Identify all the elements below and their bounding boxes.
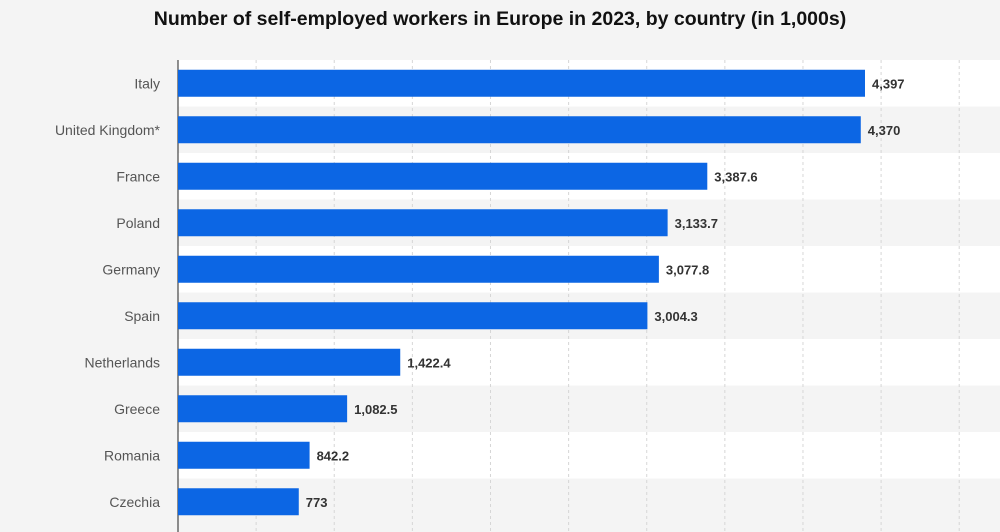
bar <box>178 302 648 330</box>
category-label: Greece <box>114 401 160 417</box>
value-label: 3,077.8 <box>666 262 709 277</box>
category-label: Spain <box>124 308 160 324</box>
category-label: France <box>116 168 160 184</box>
bar <box>178 69 865 97</box>
value-label: 4,370 <box>868 123 901 138</box>
value-label: 3,133.7 <box>675 216 718 231</box>
category-label: Poland <box>116 215 160 231</box>
value-label: 3,004.3 <box>654 309 697 324</box>
bar <box>178 348 401 376</box>
bar <box>178 395 348 423</box>
value-label: 1,082.5 <box>354 402 397 417</box>
category-label: Romania <box>104 447 160 463</box>
row-band <box>178 478 1000 525</box>
bars <box>178 69 865 516</box>
value-label: 1,422.4 <box>407 355 451 370</box>
category-label: Germany <box>102 261 160 277</box>
value-label: 4,397 <box>872 76 905 91</box>
category-label: Netherlands <box>85 354 161 370</box>
category-labels: Italy United Kingdom* France Poland Germany S… <box>55 75 161 510</box>
bar <box>178 488 299 516</box>
bar <box>178 209 668 237</box>
bar <box>178 255 659 283</box>
bar <box>178 162 708 190</box>
category-label: Czechia <box>109 494 160 510</box>
value-label: 3,387.6 <box>714 169 757 184</box>
chart-title: Number of self-employed workers in Europ… <box>153 8 847 30</box>
value-labels: 4,397 4,370 3,387.6 3,133.7 3,077.8 3,004.3 1,… <box>306 76 905 510</box>
value-label: 842.2 <box>317 448 350 463</box>
row-band <box>178 432 1000 479</box>
bar <box>178 441 310 469</box>
category-label: Italy <box>134 75 160 91</box>
category-label: United Kingdom* <box>55 122 161 138</box>
bar <box>178 116 861 144</box>
value-label: 773 <box>306 495 328 510</box>
